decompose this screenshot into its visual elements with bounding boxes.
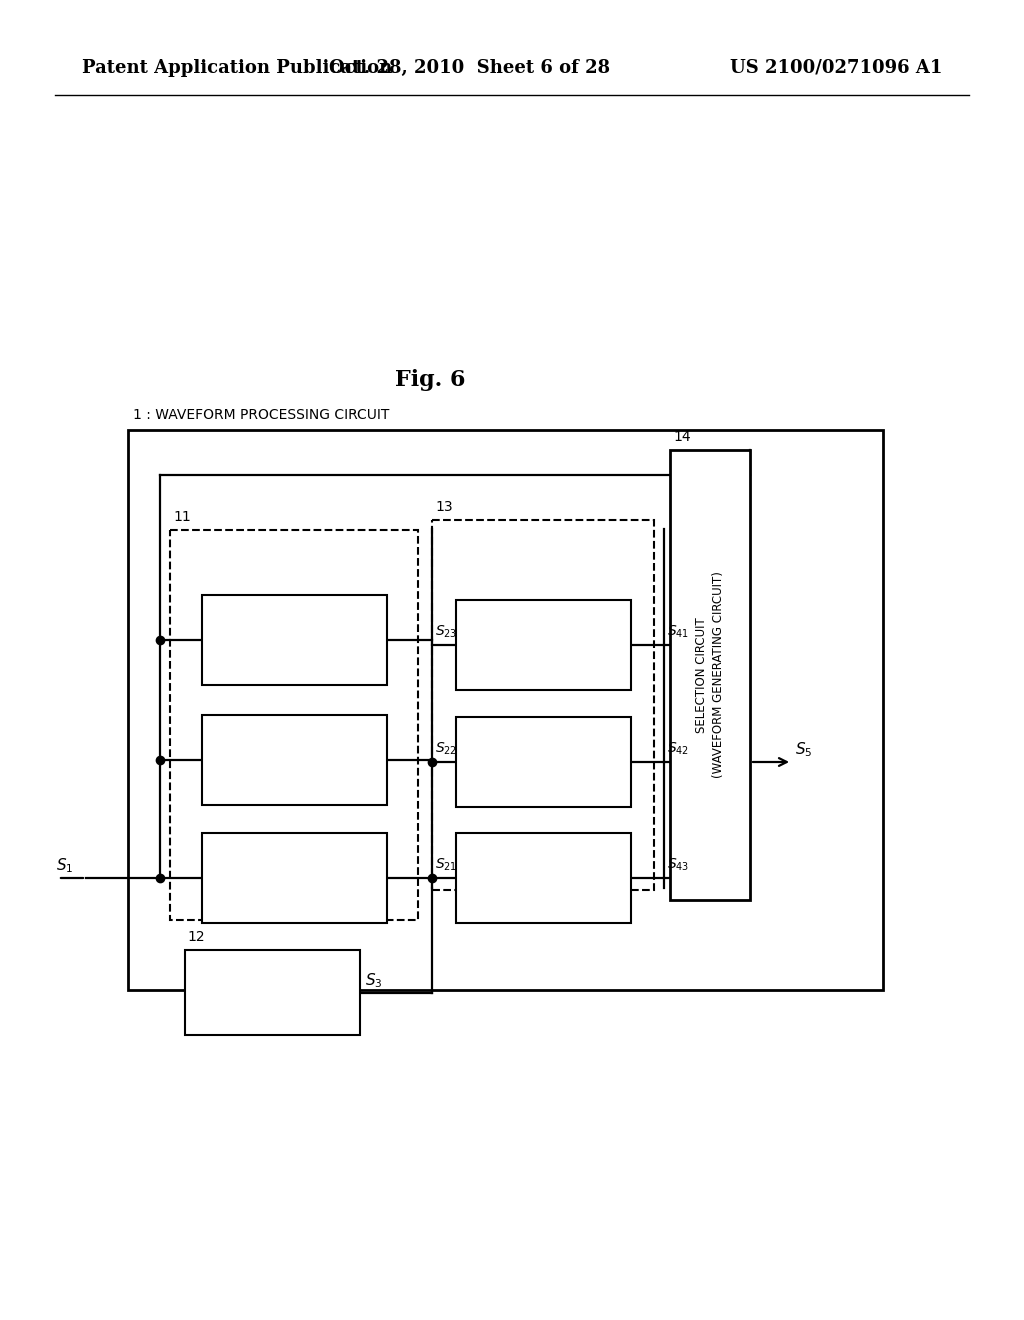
Text: INTEGRATION
CIRCUIT
ELEMENT SE₃: INTEGRATION CIRCUIT ELEMENT SE₃ — [252, 854, 336, 902]
Bar — [170, 531, 418, 920]
Text: 13: 13 — [435, 500, 453, 513]
Bar — [456, 601, 631, 690]
Text: $S_{21}$: $S_{21}$ — [435, 857, 458, 873]
Text: $S_1$: $S_1$ — [55, 857, 73, 875]
Text: COMPARISON
CIRCUIT
ELEMENT  CE₂: COMPARISON CIRCUIT ELEMENT CE₂ — [499, 738, 587, 785]
Bar — [456, 833, 631, 923]
Text: COMPARISON
CIRCUIT
ELEMENT  CE₃: COMPARISON CIRCUIT ELEMENT CE₃ — [499, 854, 587, 902]
Bar — [670, 450, 750, 900]
Text: INTEGRATION
CIRCUIT
ELEMENT SE₂: INTEGRATION CIRCUIT ELEMENT SE₂ — [252, 737, 336, 784]
Text: Fig. 6: Fig. 6 — [394, 370, 465, 391]
Text: Patent Application Publication: Patent Application Publication — [82, 59, 392, 77]
Text: COMPARISON
CIRCUIT
ELEMENT  CE₁: COMPARISON CIRCUIT ELEMENT CE₁ — [499, 620, 587, 669]
Text: Oct. 28, 2010  Sheet 6 of 28: Oct. 28, 2010 Sheet 6 of 28 — [330, 59, 610, 77]
Bar — [432, 520, 654, 890]
Text: SELECTION CIRCUIT
(WAVEFORM GENERATING CIRCUIT): SELECTION CIRCUIT (WAVEFORM GENERATING C… — [695, 572, 725, 779]
Text: $S_{43}$: $S_{43}$ — [667, 857, 689, 873]
Text: $S_{41}$: $S_{41}$ — [667, 623, 689, 640]
Bar — [185, 950, 360, 1035]
Bar — [128, 430, 883, 990]
Text: $S_{23}$: $S_{23}$ — [435, 623, 458, 640]
Text: 12: 12 — [187, 931, 205, 944]
Text: $S_5$: $S_5$ — [795, 741, 812, 759]
Text: $S_{42}$: $S_{42}$ — [667, 741, 689, 756]
Text: $S_{22}$: $S_{22}$ — [435, 741, 457, 756]
Text: REFERENCE
SIGNAL OUTPUT
CIRCUIT: REFERENCE SIGNAL OUTPUT CIRCUIT — [222, 969, 324, 1016]
Bar — [456, 717, 631, 807]
Text: 14: 14 — [673, 430, 690, 444]
Text: 1 : WAVEFORM PROCESSING CIRCUIT: 1 : WAVEFORM PROCESSING CIRCUIT — [133, 408, 389, 422]
Bar — [202, 715, 386, 805]
Bar — [202, 595, 386, 685]
Text: 11: 11 — [173, 510, 190, 524]
Text: US 2100/0271096 A1: US 2100/0271096 A1 — [730, 59, 942, 77]
Text: $S_3$: $S_3$ — [365, 970, 383, 990]
Text: INTEGRATION
CIRCUIT
ELEMENT SE₁: INTEGRATION CIRCUIT ELEMENT SE₁ — [252, 616, 336, 664]
Bar — [202, 833, 386, 923]
